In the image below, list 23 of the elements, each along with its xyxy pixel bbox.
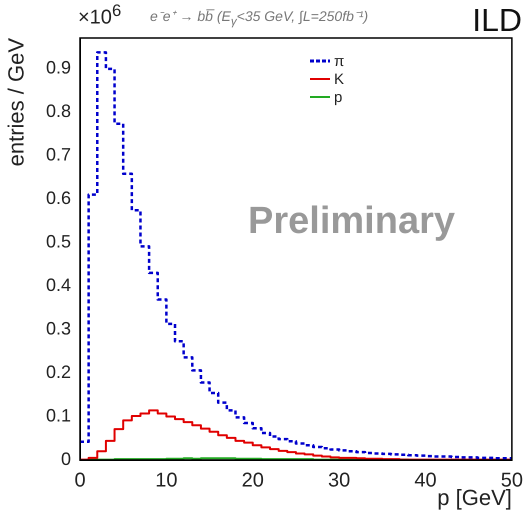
x-tick-label: 40 [414,470,437,492]
y-tick-label: 0.3 [46,318,71,338]
chart-title: e⁻e⁺ → bb̅ (E$_{γ}$<35 GeV, ∫L=250fb⁻¹) [150,7,368,28]
legend-label: K [334,70,344,88]
annotation: Preliminary [248,200,455,242]
x-tick-label: 0 [74,470,86,492]
y-tick-label: 0.4 [46,274,71,295]
y-tick-label: 0 [60,448,71,469]
y-tick-label: 0.2 [46,362,71,382]
y-tick-label: 0.5 [46,231,71,252]
y-axis-title: entries / GeV [3,38,28,166]
text: ×10$^{6}$ [78,1,122,29]
y-tick-label: 0.7 [46,144,71,164]
legend-label: π [334,52,344,70]
annotation: ILD [472,2,522,38]
y-tick-label: 0.6 [46,188,71,208]
x-tick-label: 30 [328,470,350,492]
y-tick-label: 0.1 [46,405,71,426]
y-tick-label: 0.8 [46,100,71,121]
legend-label: p [334,88,342,106]
x-tick-label: 10 [155,470,178,492]
y-tick-label: 0.9 [46,57,71,78]
x-tick-label: 20 [242,470,264,492]
